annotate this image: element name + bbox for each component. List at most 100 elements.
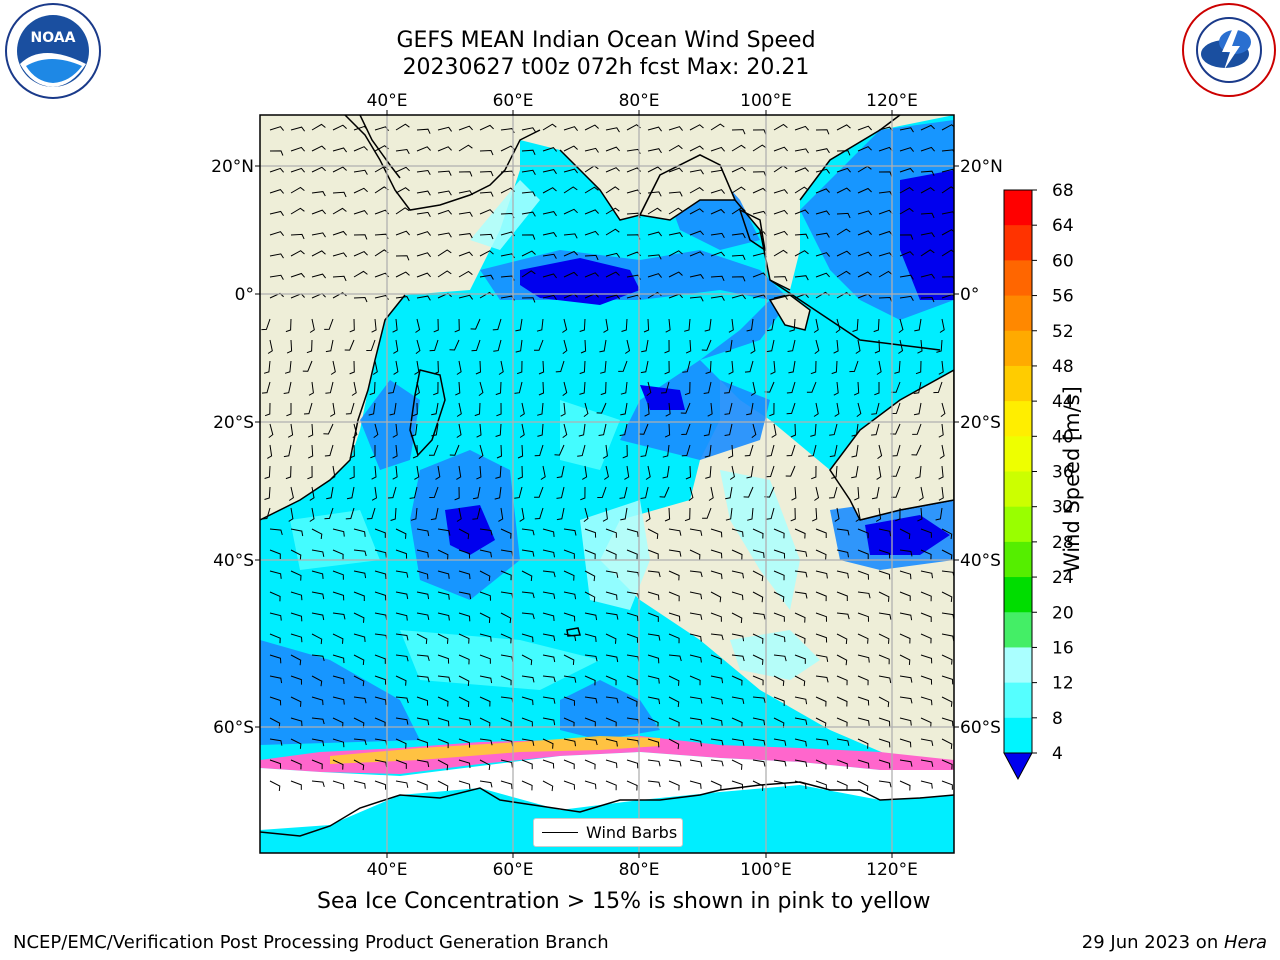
wind-barb	[773, 549, 786, 559]
wind-barb	[938, 423, 944, 438]
wind-barb	[373, 423, 379, 439]
wind-barb	[311, 232, 326, 238]
wind-barb	[353, 675, 365, 687]
wind-barb	[857, 146, 872, 152]
wind-barb	[752, 633, 764, 644]
wind-barb	[353, 759, 365, 771]
wind-barb	[562, 381, 568, 397]
wind-barb	[395, 296, 410, 302]
wind-barb	[731, 276, 746, 282]
wind-barb	[500, 759, 513, 768]
wind-barb	[416, 591, 430, 600]
wind-barb	[725, 339, 733, 353]
wind-barb	[269, 150, 284, 156]
wind-barb	[746, 465, 754, 479]
wind-barb	[374, 780, 387, 790]
wind-barb	[710, 759, 724, 767]
wind-barb	[899, 147, 914, 152]
wind-barb	[563, 780, 575, 790]
wind-barb	[290, 272, 305, 278]
wind-barb	[939, 318, 945, 333]
wind-barb	[416, 211, 431, 217]
wind-barb	[542, 123, 557, 131]
wind-barb	[913, 402, 922, 416]
wind-barb	[857, 675, 869, 686]
wind-barb	[395, 271, 410, 278]
wind-barb	[584, 147, 599, 153]
wind-barb	[835, 318, 841, 333]
wind-barb	[668, 696, 680, 708]
wind-barb	[474, 402, 481, 417]
wind-barb	[619, 486, 628, 499]
wind-barb	[731, 207, 746, 215]
wind-barb	[836, 528, 850, 536]
wind-barb	[410, 423, 418, 437]
wind-barb	[621, 318, 628, 332]
wind-barb	[941, 759, 953, 770]
wind-barb	[689, 549, 701, 560]
wind-barb	[416, 717, 430, 726]
wind-barb	[563, 528, 577, 536]
wind-barb	[727, 444, 734, 459]
wind-barb	[351, 381, 357, 396]
wind-barb	[290, 570, 302, 581]
wind-barb	[517, 444, 524, 459]
wind-barb	[913, 381, 922, 394]
wind-barb	[437, 126, 453, 132]
wind-barb	[941, 696, 953, 707]
wind-barb	[681, 444, 691, 457]
wind-barb	[325, 381, 334, 394]
colorbar-tick-label: 56	[1052, 287, 1074, 307]
wind-barb	[685, 465, 692, 480]
wind-barb	[519, 423, 525, 438]
wind-barb	[563, 233, 578, 239]
wind-barb	[710, 208, 725, 215]
wind-barb	[605, 654, 619, 663]
wind-barb	[395, 148, 410, 155]
wind-barb	[599, 339, 607, 353]
bottom-lon-label: 80°E	[619, 860, 660, 880]
wind-barb	[710, 146, 725, 152]
wind-barb	[332, 549, 344, 560]
wind-barb	[773, 780, 787, 789]
wind-barb	[794, 738, 807, 747]
wind-barb	[752, 717, 766, 726]
wind-barb	[352, 423, 358, 438]
wind-barb	[625, 339, 631, 354]
wind-barb	[416, 231, 431, 236]
wind-barb	[871, 402, 880, 415]
wind-barb	[605, 759, 618, 769]
wind-barb	[311, 570, 324, 579]
wind-barb	[645, 465, 651, 480]
wind-barb	[724, 381, 733, 394]
wind-barb	[624, 465, 630, 480]
wind-barb	[704, 444, 712, 458]
wind-barb	[878, 591, 890, 602]
wind-barb	[710, 717, 723, 726]
wind-barb	[605, 146, 620, 152]
wind-barb	[836, 780, 848, 791]
wind-barb	[458, 251, 473, 257]
wind-barb	[815, 654, 829, 662]
wind-barb	[836, 738, 850, 746]
wind-barb	[668, 271, 683, 278]
wind-barb	[395, 591, 409, 600]
wind-barb	[731, 717, 743, 728]
wind-barb	[269, 528, 283, 536]
wind-barb	[710, 189, 725, 194]
wind-barb	[521, 654, 533, 666]
wind-barb	[857, 759, 870, 769]
wind-barb	[731, 612, 743, 624]
wind-barb	[326, 486, 334, 500]
wind-barb	[731, 233, 746, 239]
wind-barb	[475, 360, 482, 375]
bottom-lon-label: 100°E	[740, 860, 792, 880]
wind-barb	[878, 549, 891, 559]
wind-barb	[668, 232, 683, 238]
wind-barb	[855, 339, 861, 354]
wind-barb	[366, 339, 376, 351]
wind-barb	[626, 549, 638, 560]
wind-barb	[374, 654, 386, 664]
wind-barb	[353, 612, 365, 623]
wind-barb	[458, 528, 470, 540]
